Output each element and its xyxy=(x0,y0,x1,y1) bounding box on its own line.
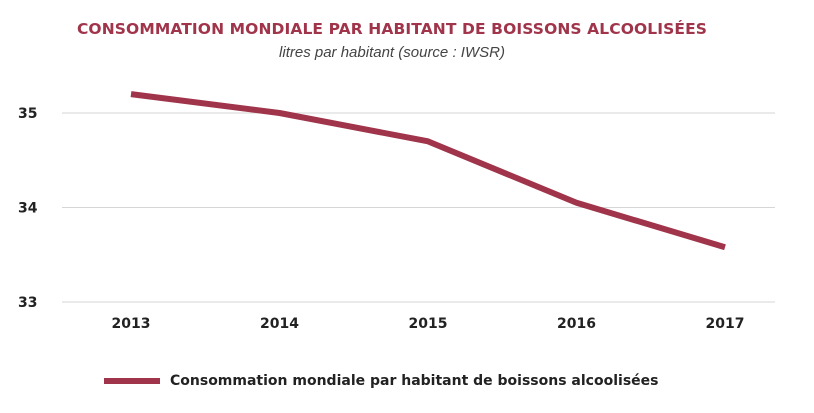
legend-label: Consommation mondiale par habitant de bo… xyxy=(170,373,659,389)
x-tick-label: 2017 xyxy=(706,316,745,332)
x-tick-label: 2016 xyxy=(557,316,596,332)
legend: Consommation mondiale par habitant de bo… xyxy=(104,370,658,392)
y-tick-label: 35 xyxy=(18,106,37,122)
x-tick-label: 2013 xyxy=(112,316,151,332)
chart-subtitle: litres par habitant (source : IWSR) xyxy=(279,44,505,61)
legend-swatch xyxy=(104,378,160,384)
series-line xyxy=(130,91,726,251)
chart-title: CONSOMMATION MONDIALE PAR HABITANT DE BO… xyxy=(76,20,708,38)
y-tick-label: 34 xyxy=(18,201,38,217)
y-tick-label: 33 xyxy=(18,295,37,311)
x-tick-label: 2015 xyxy=(409,316,448,332)
x-tick-label: 2014 xyxy=(260,316,299,332)
